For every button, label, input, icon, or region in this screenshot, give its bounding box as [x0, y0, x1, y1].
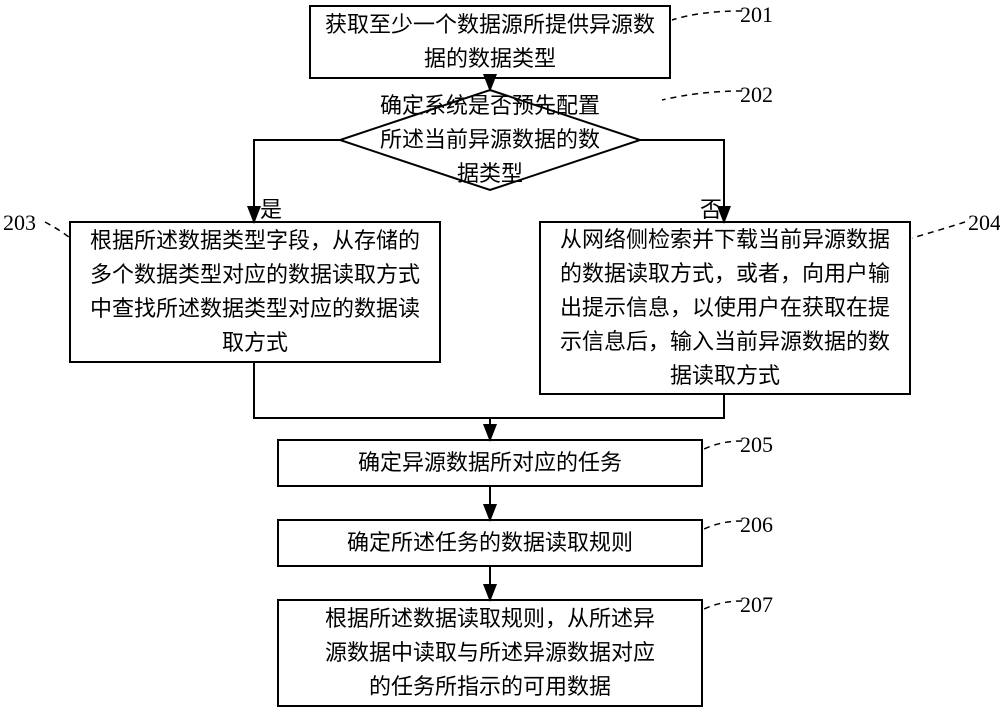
node-n204-text: 从网络侧检索并下载当前异源数据的数据读取方式，或者，向用户输出提示信息，以使用户… — [540, 223, 910, 393]
step-label-204: 204 — [968, 210, 1000, 236]
step-label-207: 207 — [740, 592, 773, 618]
node-n203-text: 根据所述数据类型字段，从存储的多个数据类型对应的数据读取方式中查找所述数据类型对… — [70, 224, 440, 360]
edge-label-1: 是 — [260, 192, 282, 224]
node-n205-text: 确定异源数据所对应的任务 — [278, 446, 702, 480]
edge-label-2: 否 — [700, 192, 722, 224]
step-label-203: 203 — [3, 210, 36, 236]
node-n207-text: 根据所述数据读取规则，从所述异源数据中读取与所述异源数据对应的任务所指示的可用数… — [278, 602, 702, 704]
step-label-206: 206 — [740, 512, 773, 538]
step-label-201: 201 — [740, 2, 773, 28]
step-label-202: 202 — [740, 82, 773, 108]
node-n201-text: 获取至少一个数据源所提供异源数据的数据类型 — [310, 8, 670, 76]
step-label-205: 205 — [740, 432, 773, 458]
node-n202-text: 确定系统是否预先配置所述当前异源数据的数据类型 — [376, 89, 604, 191]
node-n206-text: 确定所述任务的数据读取规则 — [278, 526, 702, 560]
